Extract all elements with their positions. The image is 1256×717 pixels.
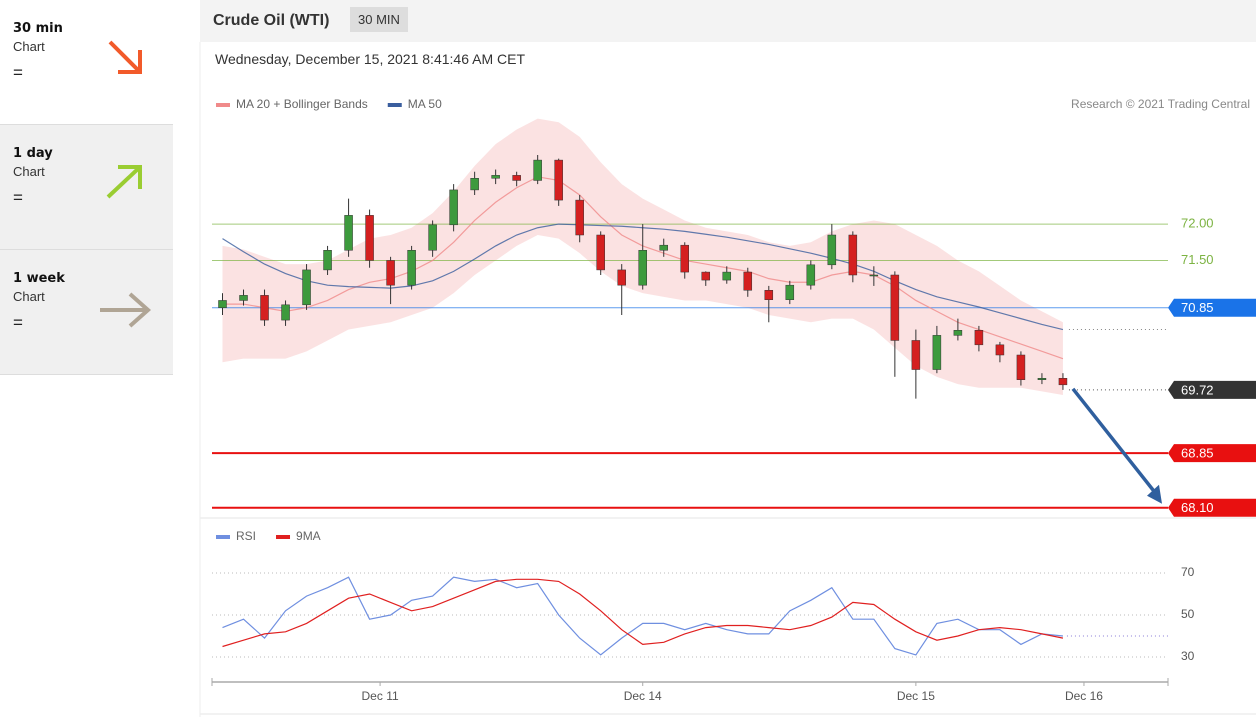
x-tick-label: Dec 16 <box>1065 689 1103 703</box>
candle-body <box>575 199 584 236</box>
arrow-icon <box>100 292 152 328</box>
level-label: 68.10 <box>1181 500 1214 515</box>
level-label-box <box>1168 444 1256 463</box>
candle-body <box>806 264 816 286</box>
candle-body <box>239 295 248 301</box>
candle-body <box>218 300 227 308</box>
label: Chart <box>13 39 45 54</box>
indicator-line <box>222 578 1064 648</box>
candle-body <box>470 178 479 191</box>
period: 1 day <box>13 146 53 161</box>
x-tick-label: Dec 14 <box>624 689 662 703</box>
candle-body <box>386 260 395 286</box>
candle-body <box>995 344 1005 356</box>
forecast-arrowhead <box>1147 484 1162 504</box>
candle-body <box>953 330 963 336</box>
candle-body <box>554 159 563 201</box>
level-label: 69.72 <box>1181 382 1214 397</box>
sidebar-item[interactable]: 30 min Chart = <box>0 0 173 125</box>
label: Chart <box>13 164 45 179</box>
candle-body <box>869 274 879 277</box>
legend-swatch <box>216 103 230 107</box>
sidebar-item[interactable]: 1 day Chart = <box>0 125 173 250</box>
legend-swatch <box>216 535 230 539</box>
level-label-box <box>1168 380 1256 399</box>
date: Wednesday, December 15, 2021 8:41:46 AM … <box>215 51 525 67</box>
level-label: 70.85 <box>1181 300 1214 315</box>
forecast-arrow <box>1071 387 1158 495</box>
title: Crude Oil (WTI) <box>213 12 330 29</box>
arrow-icon <box>106 165 142 199</box>
interval[interactable]: 30 MIN <box>350 7 408 32</box>
candle-body <box>890 274 900 341</box>
candle-body <box>407 250 416 286</box>
value: = <box>13 188 23 207</box>
candle-body <box>1016 354 1026 380</box>
candle-body <box>974 330 984 346</box>
arrow-icon <box>108 40 142 74</box>
candle-body <box>533 159 542 181</box>
candle-body <box>491 175 500 179</box>
level-label: 71.50 <box>1181 252 1214 267</box>
legend-label: MA 50 <box>408 97 442 111</box>
value: = <box>13 63 23 82</box>
candle-body <box>323 250 332 271</box>
sidebar: 30 min Chart = 1 day Chart = 1 week Char… <box>0 0 173 375</box>
candle-body <box>365 215 374 261</box>
candle-body <box>911 340 921 370</box>
candle-body <box>827 234 837 266</box>
level-label: 68.85 <box>1181 446 1214 461</box>
candle-body <box>428 224 437 251</box>
candle-body <box>701 271 711 281</box>
y-tick-label: 70 <box>1181 565 1195 579</box>
period: 30 min <box>13 21 63 36</box>
candle-body <box>659 244 668 251</box>
candle-body <box>848 234 858 276</box>
candle-body <box>785 284 795 300</box>
candle-body <box>932 335 942 370</box>
candle-body <box>260 295 269 321</box>
label: Chart <box>13 289 45 304</box>
legend-swatch <box>276 535 291 539</box>
candle-body <box>764 290 774 300</box>
y-tick-label: 30 <box>1181 649 1195 663</box>
candle-body <box>344 215 353 251</box>
copyright: Research © 2021 Trading Central <box>1071 97 1250 111</box>
candle-body <box>722 271 732 281</box>
legend-swatch <box>387 103 402 107</box>
candle-body <box>1037 378 1047 380</box>
indicator-line <box>222 576 1064 656</box>
candle-body <box>617 269 626 286</box>
period: 1 week <box>13 271 65 286</box>
candle-body <box>743 271 753 291</box>
candle-body <box>302 269 311 306</box>
x-tick-label: Dec 11 <box>362 689 399 703</box>
y-tick-label: 50 <box>1181 607 1195 621</box>
value: = <box>13 313 23 332</box>
sidebar-item[interactable]: 1 week Chart = <box>0 250 173 375</box>
legend-label: 9MA <box>296 529 321 543</box>
x-tick-label: Dec 15 <box>897 689 935 703</box>
header: Crude Oil (WTI) 30 MIN <box>200 0 1256 42</box>
candle-body <box>449 189 458 226</box>
level-label-box <box>1168 498 1256 517</box>
candle-body <box>680 244 689 273</box>
candle-body <box>281 304 290 321</box>
legend-label: MA 20 + Bollinger Bands <box>236 97 368 111</box>
legend-label: RSI <box>236 529 256 543</box>
candle-body <box>1058 378 1068 386</box>
candle-body <box>512 175 521 181</box>
candle-body <box>596 234 605 271</box>
level-label: 72.00 <box>1181 216 1214 231</box>
level-label-box <box>1168 298 1256 317</box>
candle-body <box>638 250 647 286</box>
